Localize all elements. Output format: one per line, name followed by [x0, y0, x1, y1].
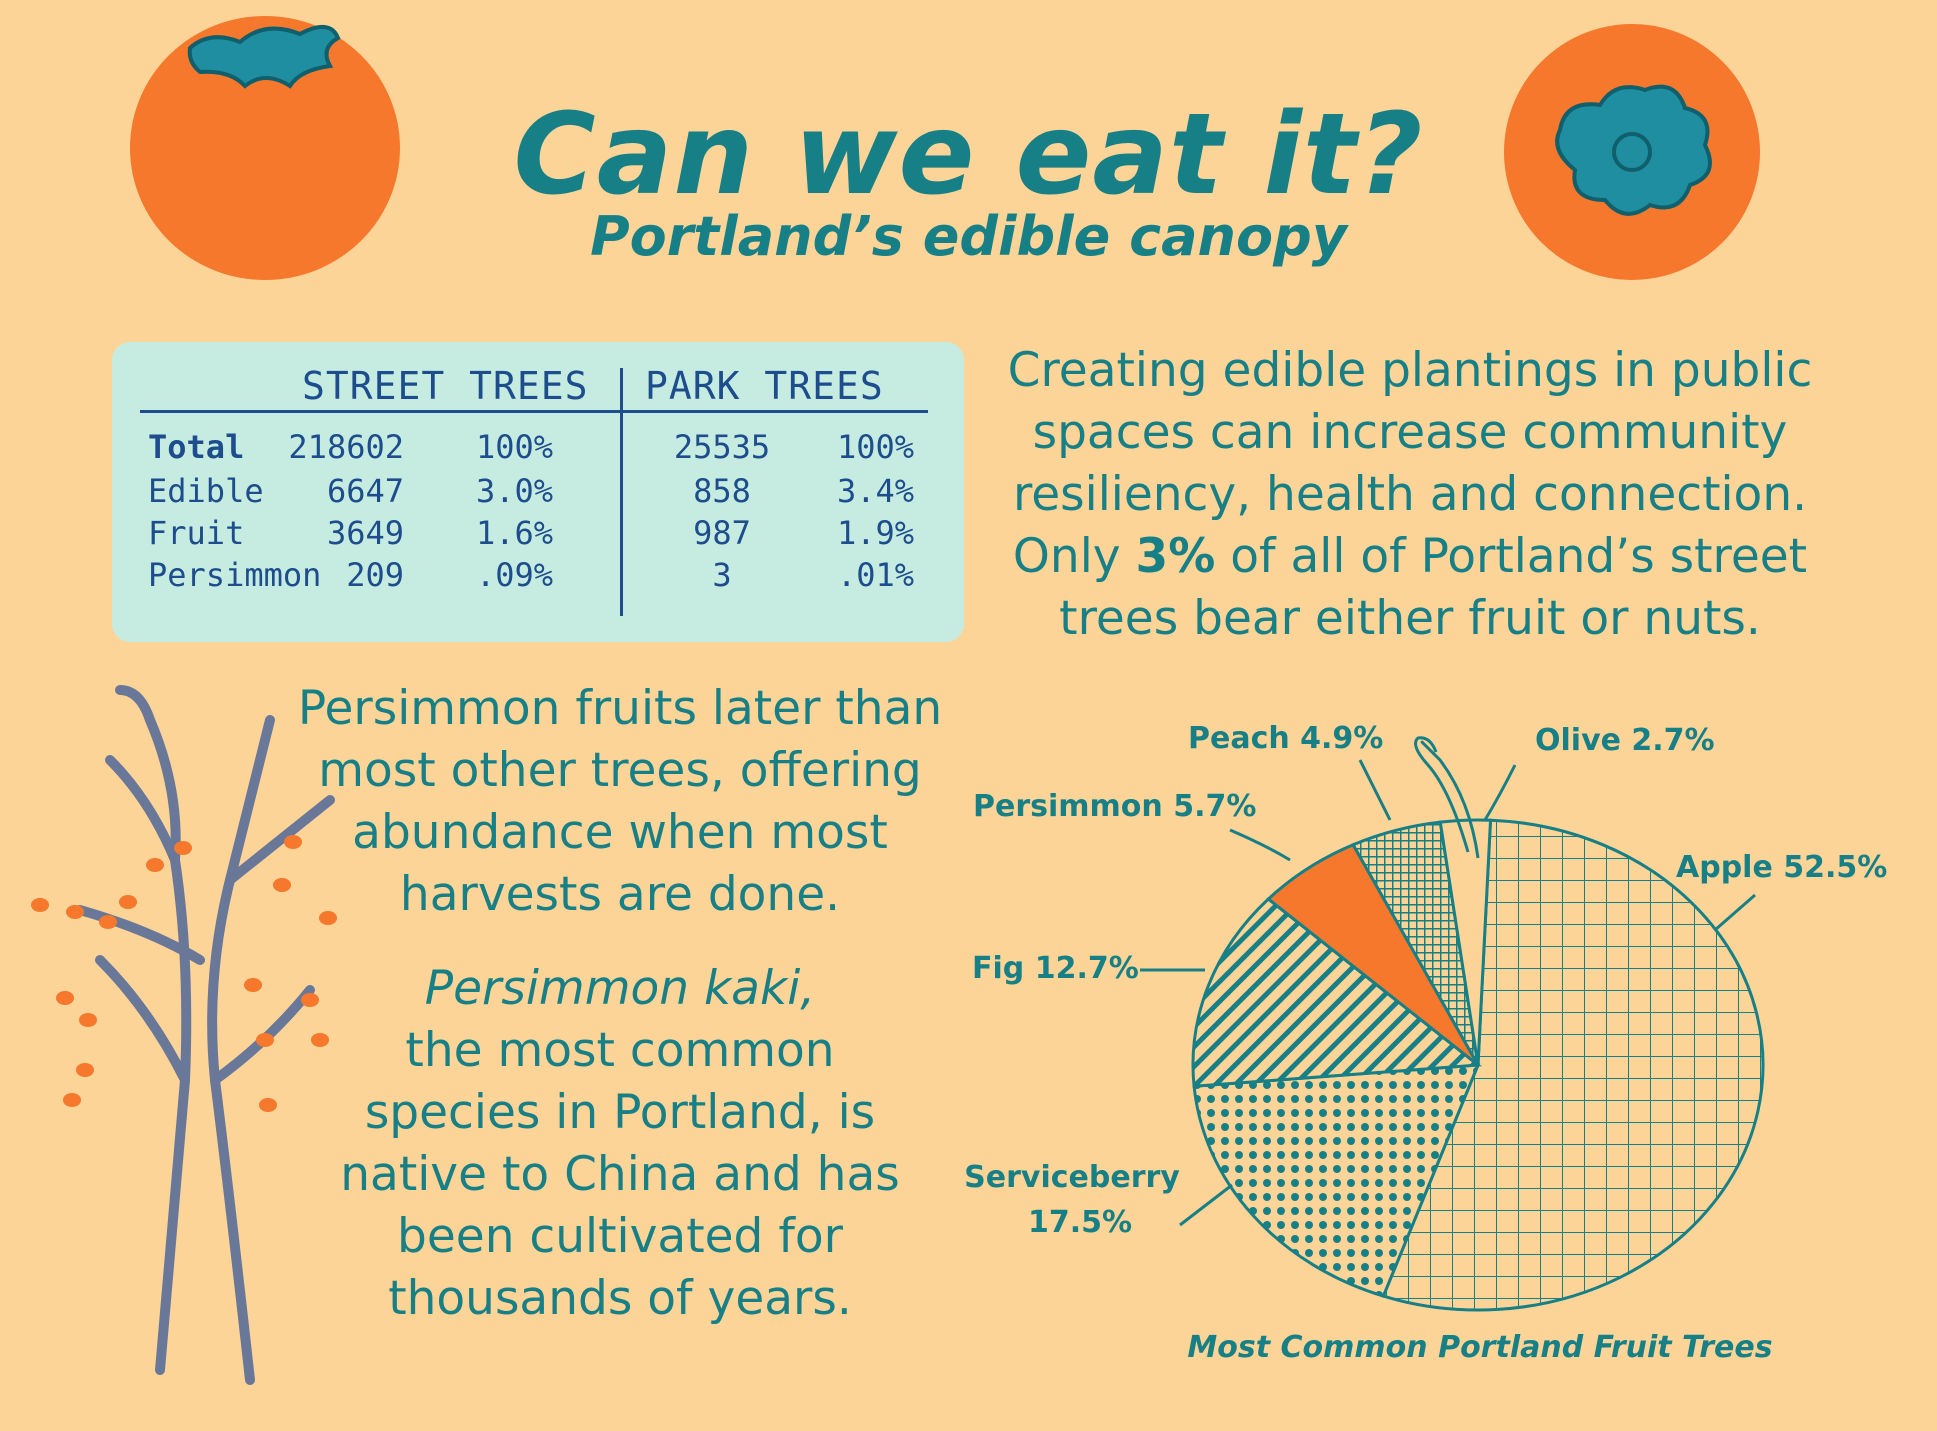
label-arrow — [1483, 764, 1517, 821]
paragraph-line: harvests are done. — [399, 867, 841, 922]
table-header-rule — [140, 410, 928, 413]
pie-slice-olive — [1438, 818, 1493, 1066]
paragraph-line: spaces can increase community — [1032, 405, 1788, 460]
paragraph-line: species in Portland, is — [364, 1085, 876, 1140]
street-value: 218602 — [288, 428, 404, 466]
park-value: 25535 — [673, 428, 771, 466]
table-row: Total 218602 100% 25535 100% — [112, 428, 964, 470]
pie-label-serviceberry: Serviceberry — [964, 1160, 1180, 1195]
table-row: Edible 6647 3.0% 858 3.4% — [112, 472, 964, 514]
table-column-divider — [620, 368, 623, 616]
persimmon-kaki-paragraph: Persimmon kaki, the most common species … — [300, 958, 940, 1330]
paragraph-line: Persimmon fruits later than — [297, 681, 943, 736]
park-trees-header: PARK TREES — [645, 364, 884, 408]
row-label: Persimmon — [148, 556, 322, 594]
label-arrow — [1179, 1183, 1233, 1227]
pie-slice-fig — [1191, 897, 1482, 1088]
street-trees-header: STREET TREES — [302, 364, 589, 408]
pie-slice-apple — [1381, 818, 1765, 1312]
street-percent: .09% — [476, 556, 554, 594]
text-fragment: Only — [1012, 529, 1136, 584]
paragraph-line: thousands of years. — [388, 1271, 852, 1326]
tree-stats-table: STREET TREES PARK TREES Total 218602 100… — [112, 342, 964, 642]
paragraph-line: Creating edible plantings in public — [1007, 343, 1813, 398]
text-fragment: of all of Portland’s street — [1215, 529, 1808, 584]
paragraph-line: Only 3% of all of Portland’s street — [990, 526, 1830, 588]
pie-label-serviceberry-value: 17.5% — [1028, 1205, 1132, 1240]
park-value: 3 — [712, 556, 732, 594]
persimmon-harvest-paragraph: Persimmon fruits later than most other t… — [260, 678, 980, 926]
park-value: 987 — [693, 514, 751, 552]
persimmon-tree-illustration — [75, 685, 335, 1385]
paragraph-line: resiliency, health and connection. — [1012, 467, 1808, 522]
page-title: Can we eat it? — [513, 90, 1424, 220]
paragraph-line: the most common — [405, 1023, 835, 1078]
persimmon-calyx-icon — [1504, 24, 1760, 280]
page-subtitle: Portland’s edible canopy — [590, 205, 1347, 268]
label-arrow — [1358, 759, 1392, 821]
street-percent: 100% — [476, 428, 554, 466]
label-arrow — [1229, 828, 1291, 862]
pie-label-olive: Olive 2.7% — [1535, 723, 1715, 758]
park-percent: 1.9% — [836, 514, 914, 552]
pie-label-apple: Apple 52.5% — [1676, 850, 1887, 885]
chart-caption: Most Common Portland Fruit Trees — [1187, 1330, 1773, 1365]
park-percent: 100% — [836, 428, 914, 466]
highlight-percent: 3% — [1135, 529, 1216, 584]
paragraph-line: been cultivated for — [397, 1209, 843, 1264]
street-value: 3649 — [326, 514, 404, 552]
persimmon-fruit-icon — [130, 16, 400, 280]
park-percent: .01% — [836, 556, 914, 594]
row-label: Edible — [148, 472, 264, 510]
apple-stem-outline — [1414, 736, 1470, 853]
tree-fruit-dots — [31, 835, 337, 1112]
street-value: 209 — [346, 556, 404, 594]
row-label: Total — [148, 428, 245, 466]
park-value: 858 — [693, 472, 751, 510]
pie-label-persimmon: Persimmon 5.7% — [973, 789, 1256, 824]
row-label: Fruit — [148, 514, 245, 552]
paragraph-line: native to China and has — [340, 1147, 900, 1202]
street-value: 6647 — [326, 472, 404, 510]
species-name: Persimmon kaki, — [424, 961, 816, 1016]
edible-plantings-paragraph: Creating edible plantings in public spac… — [990, 340, 1830, 650]
park-percent: 3.4% — [836, 472, 914, 510]
street-percent: 3.0% — [476, 472, 554, 510]
pie-label-fig: Fig 12.7% — [972, 951, 1139, 986]
apple-stem — [1420, 740, 1480, 859]
street-percent: 1.6% — [476, 514, 554, 552]
table-row: Fruit 3649 1.6% 987 1.9% — [112, 514, 964, 556]
pie-slice-serviceberry — [1192, 1063, 1481, 1298]
pie-labels: Apple 52.5% Persimmon 5.7% Peach 4.9% Olive… — [964, 721, 1887, 1240]
paragraph-line: abundance when most — [352, 805, 888, 860]
pie-slices — [1191, 818, 1765, 1312]
label-arrow — [1714, 893, 1756, 932]
pie-label-peach: Peach 4.9% — [1188, 721, 1383, 756]
paragraph-line: most other trees, offering — [318, 743, 922, 798]
table-row: Persimmon 209 .09% 3 .01% — [112, 556, 964, 598]
paragraph-line: trees bear either fruit or nuts. — [1059, 591, 1761, 646]
